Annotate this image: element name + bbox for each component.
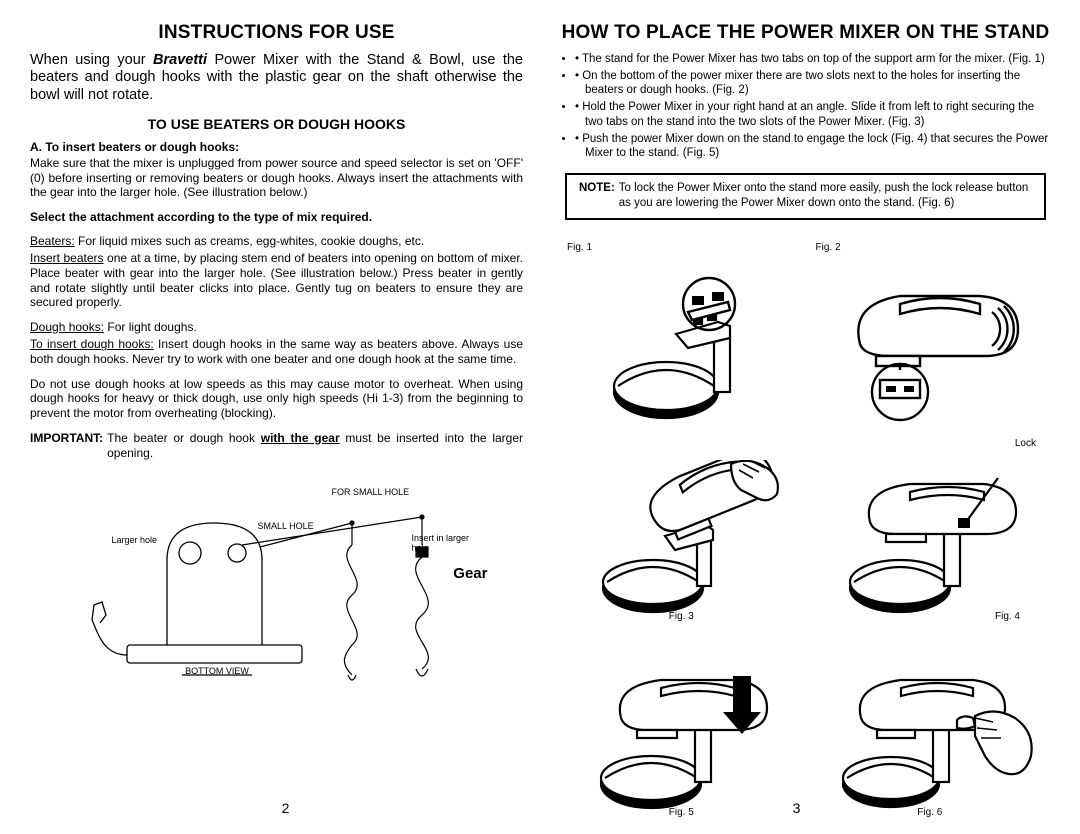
lock-label: Lock xyxy=(1015,438,1036,449)
insert-dough-paragraph: To insert dough hooks: Insert dough hook… xyxy=(30,337,523,366)
page-number-right: 3 xyxy=(793,800,801,816)
bullet-2: On the bottom of the power mixer there a… xyxy=(575,69,1052,98)
insert-dough-label: To insert dough hooks: xyxy=(30,337,154,351)
bullet-1: The stand for the Power Mixer has two ta… xyxy=(575,52,1052,67)
fig-5: Fig. 5 xyxy=(567,628,796,816)
fig-4-label: Fig. 4 xyxy=(995,611,1020,622)
fig-3-svg xyxy=(581,460,781,620)
page-right-title: HOW TO PLACE THE POWER MIXER ON THE STAN… xyxy=(559,22,1052,44)
page-left-title: INSTRUCTIONS FOR USE xyxy=(30,22,523,44)
fig-6-label: Fig. 6 xyxy=(917,807,942,818)
note-lead: NOTE: xyxy=(579,181,619,210)
select-attachment-line: Select the attachment according to the t… xyxy=(30,210,523,225)
insert-beaters-paragraph: Insert beaters one at a time, by placing… xyxy=(30,251,523,310)
fig-3-label: Fig. 3 xyxy=(669,611,694,622)
mixer-bottom-illustration: BOTTOM VIEW xyxy=(72,475,482,695)
beaters-label: Beaters: xyxy=(30,234,75,248)
fig-1-label: Fig. 1 xyxy=(567,242,592,253)
intro-pre: When using your xyxy=(30,52,153,68)
paragraph-unplug: Make sure that the mixer is unplugged fr… xyxy=(30,156,523,200)
important-note: IMPORTANT: The beater or dough hook with… xyxy=(30,431,523,461)
fig-2-label: Fig. 2 xyxy=(816,242,841,253)
fig-2-svg xyxy=(830,274,1030,424)
fig-4-svg xyxy=(830,460,1030,620)
fig-2: Fig. 2 xyxy=(816,236,1045,424)
note-text: To lock the Power Mixer onto the stand m… xyxy=(619,181,1032,210)
note-box: NOTE: To lock the Power Mixer onto the s… xyxy=(565,173,1046,220)
fig-1-svg xyxy=(596,274,766,424)
label-gear: Gear xyxy=(453,565,487,582)
instruction-bullets: The stand for the Power Mixer has two ta… xyxy=(559,52,1052,163)
brand-name: Bravetti xyxy=(153,52,207,68)
important-underline: with the gear xyxy=(261,431,340,445)
page-number-left: 2 xyxy=(282,800,290,816)
fig-4: Lock Fig. 4 xyxy=(816,432,1045,620)
beaters-desc: For liquid mixes such as creams, egg-whi… xyxy=(75,234,425,248)
section-beaters-heading: TO USE BEATERS OR DOUGH HOOKS xyxy=(30,116,523,132)
intro-paragraph: When using your Bravetti Power Mixer wit… xyxy=(30,52,523,104)
bottom-view-label: BOTTOM VIEW xyxy=(185,666,249,676)
label-small-hole: SMALL HOLE xyxy=(258,521,314,531)
label-for-small-hole: FOR SMALL HOLE xyxy=(332,487,410,497)
insert-beaters-desc: one at a time, by placing stem end of be… xyxy=(30,251,523,309)
dough-line: Dough hooks: For light doughs. xyxy=(30,320,523,335)
fig-6-svg xyxy=(825,656,1035,816)
label-larger-hole: Larger hole xyxy=(112,535,158,545)
fig-3: Fig. 3 xyxy=(567,432,796,620)
important-body: The beater or dough hook with the gear m… xyxy=(103,431,523,461)
left-diagram: BOTTOM VIEW xyxy=(72,475,482,695)
page-left: INSTRUCTIONS FOR USE When using your Bra… xyxy=(30,22,541,816)
insert-beaters-label: Insert beaters xyxy=(30,251,104,265)
beaters-line: Beaters: For liquid mixes such as creams… xyxy=(30,234,523,249)
label-insert-larger: Insert in larger hole xyxy=(412,533,482,553)
bullet-4: Push the power Mixer down on the stand t… xyxy=(575,132,1052,161)
fig-1: Fig. 1 xyxy=(567,236,796,424)
fig-5-label: Fig. 5 xyxy=(669,807,694,818)
important-lead: IMPORTANT: xyxy=(30,431,103,461)
fig-5-svg xyxy=(581,656,781,816)
dough-label: Dough hooks: xyxy=(30,320,104,334)
figure-grid: Fig. 1 xyxy=(559,236,1052,816)
fig-6: Fig. 6 xyxy=(816,628,1045,816)
speed-warning-paragraph: Do not use dough hooks at low speeds as … xyxy=(30,377,523,421)
bullet-3: Hold the Power Mixer in your right hand … xyxy=(575,100,1052,129)
subheading-a: A. To insert beaters or dough hooks: xyxy=(30,140,523,154)
dough-desc: For light doughs. xyxy=(104,320,197,334)
page-right: HOW TO PLACE THE POWER MIXER ON THE STAN… xyxy=(541,22,1052,816)
